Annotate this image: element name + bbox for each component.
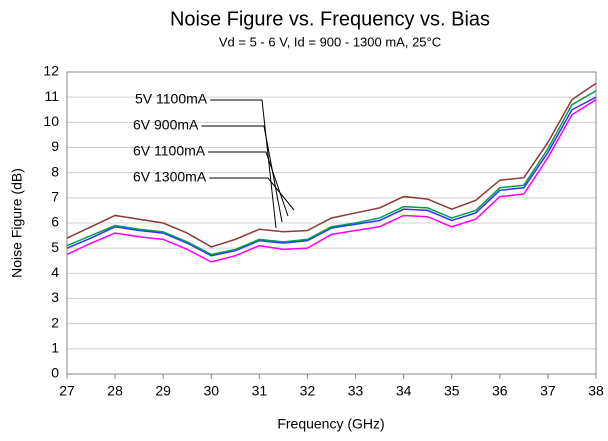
chart-subtitle: Vd = 5 - 6 V, Id = 900 - 1300 mA, 25°C — [219, 34, 441, 49]
x-tick-label: 34 — [396, 383, 412, 399]
x-tick-label: 36 — [492, 383, 508, 399]
x-axis-label: Frequency (GHz) — [277, 416, 384, 432]
y-tick-label: 4 — [51, 264, 59, 280]
y-tick-label: 11 — [44, 88, 59, 104]
legend-label: 6V 1300mA — [133, 169, 207, 185]
y-tick-label: 8 — [51, 163, 59, 179]
x-tick-label: 38 — [588, 383, 604, 399]
legend-label: 6V 900mA — [133, 117, 199, 133]
x-tick-label: 32 — [300, 383, 316, 399]
data-line — [66, 99, 597, 263]
legend-leader — [209, 177, 295, 211]
y-tick-label: 7 — [51, 189, 59, 205]
x-tick-label: 27 — [59, 383, 75, 399]
legend-leader — [201, 125, 283, 223]
x-tick-label: 29 — [155, 383, 171, 399]
x-tick-label: 28 — [107, 383, 123, 399]
y-tick-label: 5 — [51, 239, 59, 255]
legend-label: 6V 1100mA — [133, 143, 206, 159]
y-tick-label: 9 — [51, 138, 59, 154]
data-line — [66, 82, 597, 248]
y-tick-label: 3 — [51, 289, 59, 305]
x-tick-label: 33 — [348, 383, 364, 399]
y-tick-label: 12 — [43, 63, 59, 79]
y-tick-label: 10 — [43, 113, 59, 129]
x-tick-label: 37 — [540, 383, 556, 399]
y-tick-label: 2 — [51, 314, 59, 330]
x-tick-label: 35 — [444, 383, 460, 399]
data-line — [66, 90, 597, 256]
y-axis-label: Noise Figure (dB) — [9, 168, 25, 278]
data-line — [66, 96, 597, 257]
plot-frame — [66, 71, 597, 375]
y-tick-label: 0 — [51, 365, 59, 381]
y-tick-label: 6 — [51, 214, 59, 230]
legend-leader — [210, 99, 277, 229]
legend-leader — [208, 151, 289, 217]
x-tick-label: 31 — [252, 383, 268, 399]
x-tick-label: 30 — [203, 383, 219, 399]
legend-label: 5V 1100mA — [135, 91, 208, 107]
y-tick-label: 1 — [51, 340, 59, 356]
chart-title: Noise Figure vs. Frequency vs. Bias — [170, 8, 490, 30]
